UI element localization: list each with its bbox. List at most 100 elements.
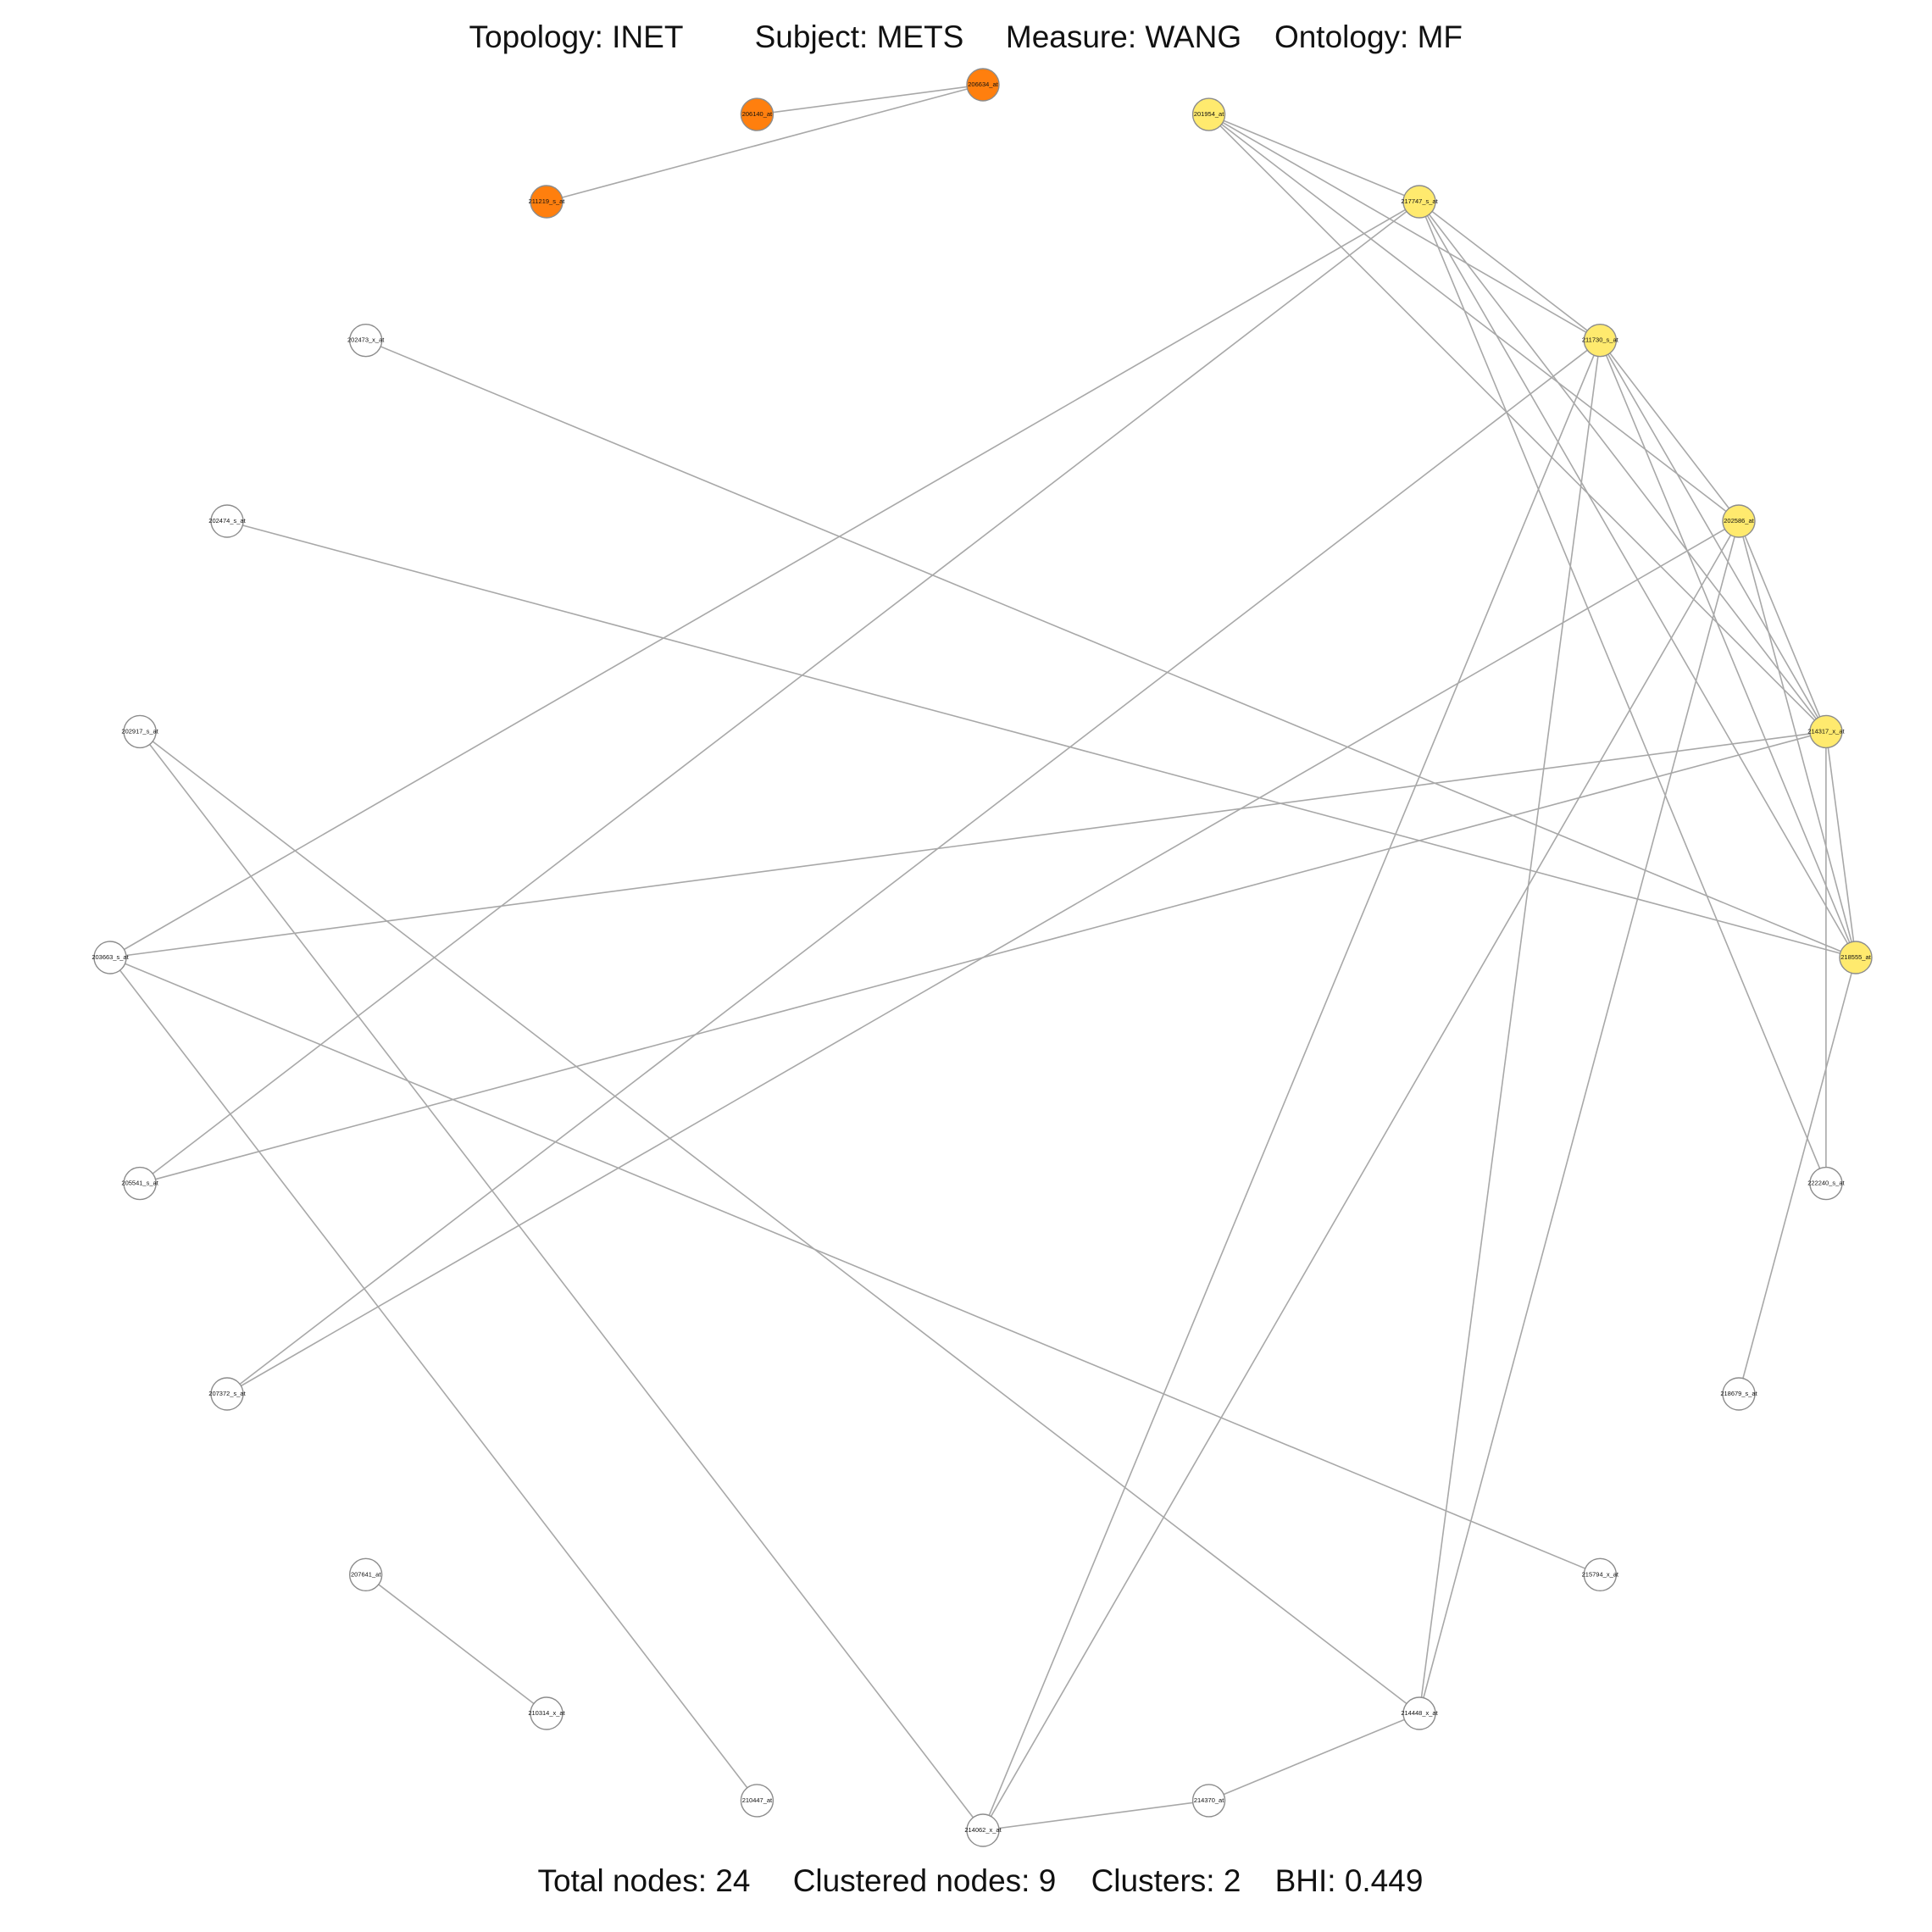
node-circle[interactable] — [123, 714, 157, 749]
node-circle[interactable] — [348, 1557, 383, 1592]
node-201954_at[interactable]: 201954_at — [1191, 97, 1226, 131]
node-label: 218679_s_at — [1720, 1390, 1757, 1397]
edge-211730_s_at-202586_at — [1599, 340, 1740, 522]
node-211730_s_at[interactable]: 211730_s_at — [1582, 323, 1619, 358]
footer-clustered-nodes: Clustered nodes: 9 — [793, 1863, 1057, 1898]
node-210447_at[interactable]: 210447_at — [740, 1784, 774, 1818]
edge-203663_s_at-215794_x_at — [109, 957, 1601, 1576]
node-circle[interactable] — [1839, 941, 1873, 974]
edge-211730_s_at-214062_x_at — [982, 340, 1602, 1831]
node-label: 217747_s_at — [1401, 197, 1438, 205]
edge-201954_at-214317_x_at — [1208, 114, 1827, 732]
edge-214370_at-214448_x_at — [1208, 1713, 1420, 1802]
edge-214062_x_at-214370_at — [982, 1800, 1209, 1831]
node-label: 222240_s_at — [1807, 1180, 1845, 1187]
footer: Total nodes: 24 Clustered nodes: 9 Clust… — [538, 1863, 1424, 1898]
node-205541_s_at[interactable]: 205541_s_at — [121, 1166, 159, 1201]
node-215794_x_at[interactable]: 215794_x_at — [1582, 1557, 1619, 1592]
node-214062_x_at[interactable]: 214062_x_at — [964, 1813, 1002, 1847]
node-circle[interactable] — [740, 97, 774, 131]
node-210314_x_at[interactable]: 210314_x_at — [528, 1696, 566, 1730]
edge-218555_at-202474_s_at — [226, 520, 1857, 958]
edge-217747_s_at-205541_s_at — [139, 201, 1420, 1185]
edges-layer — [109, 84, 1857, 1831]
edge-201954_at-202586_at — [1208, 114, 1740, 522]
edge-206140_at-206634_at — [757, 84, 984, 115]
node-218555_at[interactable]: 218555_at — [1839, 941, 1873, 974]
node-207372_s_at[interactable]: 207372_s_at — [208, 1377, 247, 1411]
node-label: 214448_x_at — [1401, 1709, 1438, 1717]
node-label: 218555_at — [1840, 953, 1871, 961]
node-214317_x_at[interactable]: 214317_x_at — [1807, 714, 1846, 749]
edge-217747_s_at-211730_s_at — [1418, 201, 1601, 341]
node-label: 206140_at — [742, 110, 773, 118]
node-214448_x_at[interactable]: 214448_x_at — [1401, 1696, 1439, 1730]
node-207641_at[interactable]: 207641_at — [348, 1557, 383, 1592]
edge-214317_x_at-203663_s_at — [109, 730, 1827, 958]
node-202586_at[interactable]: 202586_at — [1722, 504, 1756, 538]
node-label: 202917_s_at — [121, 727, 158, 735]
node-circle[interactable] — [1583, 323, 1618, 358]
node-202917_s_at[interactable]: 202917_s_at — [121, 714, 159, 749]
node-label: 207372_s_at — [208, 1390, 246, 1397]
node-circle[interactable] — [1402, 1696, 1436, 1730]
node-circle[interactable] — [1402, 185, 1436, 219]
node-circle[interactable] — [530, 1696, 564, 1730]
node-label: 214062_x_at — [964, 1826, 1002, 1834]
node-211219_s_at[interactable]: 211219_s_at — [529, 185, 566, 219]
node-circle[interactable] — [1583, 1557, 1618, 1592]
node-circle[interactable] — [123, 1166, 157, 1201]
header-topology: Topology: INET — [469, 19, 684, 54]
node-circle[interactable] — [966, 1813, 1000, 1847]
node-circle[interactable] — [1191, 97, 1226, 131]
node-label: 211730_s_at — [1582, 336, 1619, 344]
node-circle[interactable] — [1191, 1784, 1226, 1818]
edge-201954_at-211730_s_at — [1208, 114, 1601, 341]
edge-202586_at-214062_x_at — [982, 520, 1740, 1831]
node-label: 205541_s_at — [121, 1180, 158, 1187]
node-218679_s_at[interactable]: 218679_s_at — [1720, 1377, 1758, 1411]
node-206634_at[interactable]: 206634_at — [966, 68, 1000, 102]
edge-217747_s_at-203663_s_at — [109, 201, 1420, 958]
edge-211219_s_at-206634_at — [546, 84, 984, 203]
node-circle[interactable] — [1809, 714, 1843, 749]
node-label: 206634_at — [968, 80, 998, 88]
node-circle[interactable] — [966, 68, 1000, 102]
edge-201954_at-217747_s_at — [1208, 114, 1420, 203]
node-label: 210447_at — [742, 1796, 773, 1804]
node-label: 201954_at — [1194, 110, 1224, 118]
edge-211730_s_at-218555_at — [1599, 340, 1857, 958]
node-label: 215794_x_at — [1582, 1570, 1619, 1578]
node-label: 214370_at — [1194, 1796, 1224, 1804]
node-label: 207641_at — [351, 1570, 381, 1578]
node-206140_at[interactable]: 206140_at — [740, 97, 774, 131]
node-circle[interactable] — [740, 1784, 774, 1818]
node-circle[interactable] — [1809, 1166, 1843, 1201]
node-circle[interactable] — [348, 323, 383, 358]
node-214370_at[interactable]: 214370_at — [1191, 1784, 1226, 1818]
edge-217747_s_at-214317_x_at — [1418, 201, 1827, 732]
edge-203663_s_at-210447_at — [109, 957, 758, 1802]
node-label: 211219_s_at — [529, 197, 566, 205]
footer-bhi: BHI: 0.449 — [1275, 1863, 1424, 1898]
node-circle[interactable] — [1722, 504, 1756, 538]
node-217747_s_at[interactable]: 217747_s_at — [1401, 185, 1439, 219]
node-circle[interactable] — [1722, 1377, 1756, 1411]
node-circle[interactable] — [93, 941, 127, 974]
node-circle[interactable] — [530, 185, 564, 219]
header-subject: Subject: METS — [755, 19, 964, 54]
node-203663_s_at[interactable]: 203663_s_at — [92, 941, 130, 974]
node-circle[interactable] — [210, 504, 244, 538]
header-measure: Measure: WANG — [1006, 19, 1241, 54]
edge-202586_at-214317_x_at — [1738, 520, 1827, 732]
node-202473_x_at[interactable]: 202473_x_at — [347, 323, 385, 358]
node-202474_s_at[interactable]: 202474_s_at — [208, 504, 247, 538]
node-222240_s_at[interactable]: 222240_s_at — [1807, 1166, 1846, 1201]
header-ontology: Ontology: MF — [1274, 19, 1463, 54]
node-label: 214317_x_at — [1807, 727, 1845, 735]
node-label: 202474_s_at — [208, 517, 246, 525]
nodes-layer: 206634_at 201954_at 217747_s_at 211730_s_at… — [92, 68, 1873, 1847]
edge-211730_s_at-207372_s_at — [226, 340, 1601, 1395]
node-circle[interactable] — [210, 1377, 244, 1411]
